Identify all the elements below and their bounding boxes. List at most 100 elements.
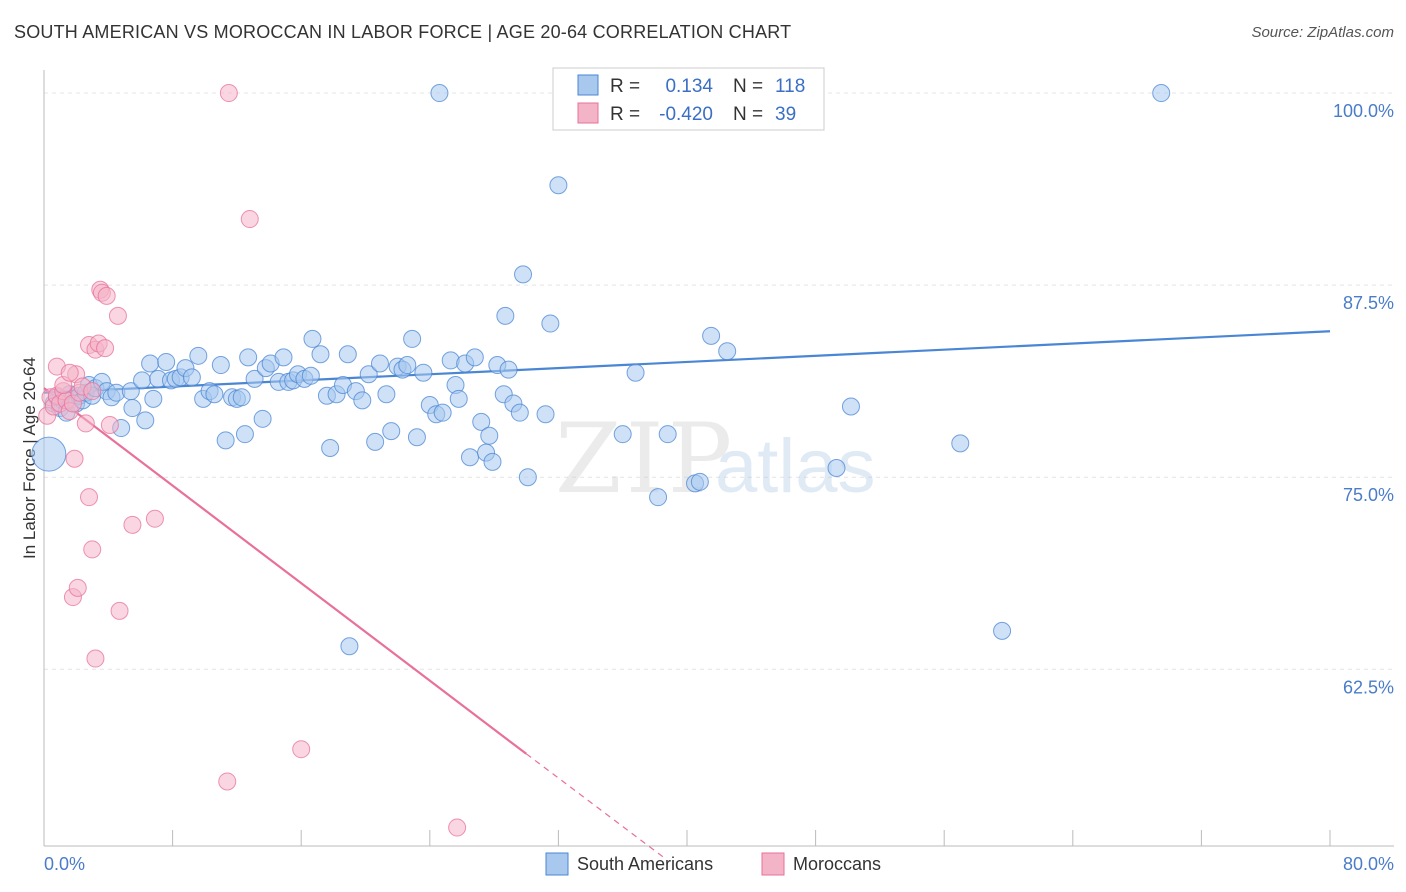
point-south-american — [141, 354, 160, 373]
watermark-atlas: atlas — [715, 424, 876, 509]
legend-r-value-1: 0.134 — [665, 76, 713, 97]
point-south-american — [499, 360, 518, 379]
point-south-american — [514, 265, 533, 284]
point-south-american — [403, 329, 422, 348]
legend-swatch-blue — [577, 74, 599, 96]
x-tick-label: 0.0% — [44, 854, 85, 874]
point-moroccan — [145, 509, 164, 528]
point-south-american — [340, 637, 359, 656]
data-points — [31, 84, 1171, 837]
y-tick-labels: 62.5% 75.0% 87.5% 100.0% — [1333, 101, 1394, 697]
point-moroccan — [292, 740, 311, 759]
point-south-american — [690, 472, 709, 491]
watermark: ZIP atlas — [555, 403, 876, 515]
point-moroccan — [123, 515, 142, 534]
trend-line-south-americans — [43, 330, 1331, 394]
point-south-american — [205, 385, 224, 404]
point-south-american — [377, 385, 396, 404]
point-south-american — [123, 399, 142, 418]
legend-r-value-2: -0.420 — [659, 104, 713, 125]
legend-n-value-1: 118 — [775, 76, 805, 97]
point-south-american — [245, 369, 264, 388]
point-moroccan — [96, 339, 115, 358]
point-south-american — [460, 448, 479, 467]
point-south-american — [541, 314, 560, 333]
point-moroccan — [219, 84, 238, 103]
trend-line-moroccans — [43, 387, 527, 755]
y-tick-label: 62.5% — [1343, 677, 1394, 697]
point-south-american — [189, 346, 208, 365]
point-south-american — [718, 342, 737, 361]
point-south-american — [827, 458, 846, 477]
point-south-american — [353, 391, 372, 410]
point-south-american — [658, 425, 677, 444]
point-moroccan — [86, 649, 105, 668]
stats-legend: R = 0.134 N = 118 R = -0.420 N = 39 — [552, 67, 825, 131]
point-south-american — [626, 363, 645, 382]
chart-title: SOUTH AMERICAN VS MOROCCAN IN LABOR FORC… — [14, 22, 792, 42]
watermark-zip: ZIP — [555, 403, 736, 515]
point-south-american — [239, 348, 258, 367]
legend-n-label-2: N = — [733, 104, 763, 125]
point-south-american — [182, 368, 201, 387]
point-south-american — [433, 403, 452, 422]
point-south-american — [398, 356, 417, 375]
point-moroccan — [68, 578, 87, 597]
legend-r-label-2: R = — [610, 104, 640, 125]
point-moroccan — [60, 363, 79, 382]
point-moroccan — [80, 488, 99, 507]
point-south-american — [144, 389, 163, 408]
point-south-american — [232, 388, 251, 407]
point-south-american — [536, 405, 555, 424]
series-legend-swatch-south-americans — [545, 852, 569, 876]
legend-r-label-1: R = — [610, 76, 640, 97]
point-south-american — [483, 452, 502, 471]
point-south-american — [649, 488, 668, 507]
series-legend: South Americans Moroccans — [545, 852, 881, 876]
point-south-american — [235, 425, 254, 444]
point-moroccan — [65, 449, 84, 468]
point-moroccan — [83, 540, 102, 559]
point-moroccan — [218, 772, 237, 791]
point-south-american — [496, 306, 515, 325]
point-moroccan — [448, 818, 467, 837]
point-moroccan — [110, 601, 129, 620]
point-south-american — [407, 428, 426, 447]
y-tick-label: 100.0% — [1333, 101, 1394, 121]
point-south-american — [993, 621, 1012, 640]
point-south-american — [702, 326, 721, 345]
y-axis-label: In Labor Force | Age 20-64 — [20, 357, 39, 559]
y-tick-label: 87.5% — [1343, 293, 1394, 313]
x-tick-label: 80.0% — [1343, 854, 1394, 874]
point-south-american — [366, 432, 385, 451]
point-moroccan — [240, 210, 259, 229]
y-tick-label: 75.0% — [1343, 485, 1394, 505]
point-south-american — [274, 348, 293, 367]
point-south-american — [253, 409, 272, 428]
point-south-american — [359, 365, 378, 384]
point-south-american — [1152, 84, 1171, 103]
point-south-american — [549, 176, 568, 195]
point-south-american — [951, 434, 970, 453]
point-moroccan — [83, 382, 102, 401]
series-legend-swatch-moroccans — [761, 852, 785, 876]
point-south-american — [338, 345, 357, 364]
x-tick-labels: 0.0% 80.0% — [44, 854, 1394, 874]
point-south-american — [211, 356, 230, 375]
point-south-american — [321, 439, 340, 458]
point-moroccan — [97, 286, 116, 305]
point-south-american — [311, 345, 330, 364]
point-south-american — [510, 403, 529, 422]
source-label: Source: ZipAtlas.com — [1251, 24, 1394, 41]
trend-line-moroccans-extension — [525, 753, 664, 858]
point-south-american — [518, 468, 537, 487]
point-south-american — [301, 366, 320, 385]
series-legend-label-south-americans: South Americans — [577, 854, 713, 874]
point-south-american — [841, 397, 860, 416]
point-south-american — [31, 436, 67, 472]
point-south-american — [216, 431, 235, 450]
point-south-american — [465, 348, 484, 367]
point-south-american — [370, 354, 389, 373]
point-south-american — [613, 425, 632, 444]
